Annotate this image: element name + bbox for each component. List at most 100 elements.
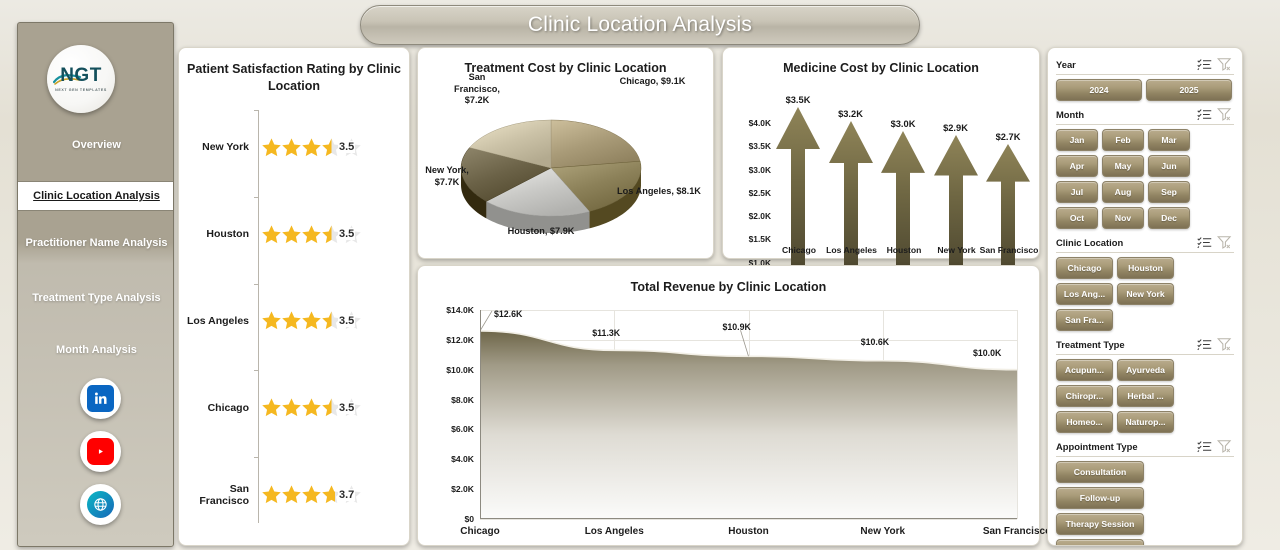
medicine-cost-card: Medicine Cost by Clinic Location $0$500$…	[722, 47, 1040, 314]
filter-option-button[interactable]: Apr	[1056, 155, 1098, 177]
sidebar-item-overview[interactable]: Overview	[18, 130, 173, 160]
pie-slice[interactable]	[485, 167, 590, 217]
pie-slice-side	[486, 201, 590, 233]
star-icon	[321, 484, 342, 505]
revenue-x-label: New York	[860, 526, 906, 537]
revenue-y-axis	[480, 310, 481, 519]
medicine-cost-category-label: Los Angeles	[826, 244, 877, 255]
filter-option-button[interactable]: Follow-up	[1056, 487, 1144, 509]
medicine-cost-y-tick: $3.5K	[748, 141, 771, 152]
multi-select-icon[interactable]	[1194, 56, 1214, 72]
revenue-leader-lines	[480, 310, 749, 357]
filter-group-title: Treatment Type	[1056, 338, 1125, 350]
revenue-gridline	[480, 519, 1017, 520]
filter-option-button[interactable]: Mar	[1148, 129, 1190, 151]
revenue-data-label: $10.0K	[973, 347, 1002, 358]
sidebar-item-treatment-type-analysis[interactable]: Treatment Type Analysis	[18, 283, 173, 313]
clear-filter-icon[interactable]	[1214, 438, 1234, 454]
clear-filter-icon[interactable]	[1214, 234, 1234, 250]
filter-option-button[interactable]: Homeo...	[1056, 411, 1113, 433]
filter-option-button[interactable]: New York	[1117, 283, 1174, 305]
filter-option-button[interactable]: San Fra...	[1056, 309, 1113, 331]
rating-row: San Francisco 3.7	[179, 451, 411, 538]
sidebar-item-label: Treatment Type Analysis	[32, 292, 161, 304]
pie-slice[interactable]	[460, 147, 552, 202]
rating-axis-tick	[254, 370, 259, 372]
medicine-cost-arrow[interactable]: $2.9K	[933, 123, 979, 270]
rating-category-label: San Francisco	[199, 482, 249, 507]
multi-select-icon[interactable]	[1194, 106, 1214, 122]
rating-axis-tick	[254, 283, 259, 285]
sidebar: NGT NEXT GEN TEMPLATES Overview Clinic L…	[17, 22, 174, 547]
clear-filter-icon[interactable]	[1214, 336, 1234, 352]
filter-option-button[interactable]: 2025	[1146, 79, 1232, 101]
star-icon	[281, 484, 302, 505]
filter-option-button[interactable]: Aug	[1102, 181, 1144, 203]
filter-option-button[interactable]: Acupun...	[1056, 359, 1113, 381]
filter-option-button[interactable]: Dec	[1148, 207, 1190, 229]
medicine-cost-value-label: $3.5K	[785, 95, 811, 106]
treatment-cost-chart: Chicago, $9.1K Los Angeles, $8.1K Houston,…	[418, 48, 715, 260]
multi-select-icon[interactable]	[1194, 336, 1214, 352]
filter-option-button[interactable]: Chicago	[1056, 257, 1113, 279]
filter-option-button[interactable]: May	[1102, 155, 1144, 177]
medicine-cost-arrow[interactable]: $3.2K	[828, 109, 874, 270]
filter-option-button[interactable]: Naturop...	[1117, 411, 1174, 433]
logo-tagline: NEXT GEN TEMPLATES	[55, 88, 107, 92]
sidebar-item-practitioner-name-analysis[interactable]: Practitioner Name Analysis	[18, 228, 173, 258]
pie-slice[interactable]	[550, 160, 642, 212]
filter-option-button[interactable]: Jun	[1148, 155, 1190, 177]
filter-group-treatment-type: Treatment Type Acupun... Ayurveda Chiropr..…	[1056, 334, 1234, 433]
medicine-cost-value-label: $2.7K	[995, 132, 1021, 143]
total-revenue-plot	[480, 310, 1018, 520]
filter-option-button[interactable]: Therapy Session	[1056, 513, 1144, 535]
medicine-cost-arrow[interactable]: $2.7K	[985, 132, 1031, 270]
filter-divider	[1056, 354, 1234, 355]
filter-group-clinic-location: Clinic Location Chicago Houston Los Ang... N…	[1056, 232, 1234, 331]
filter-option-button[interactable]: 2024	[1056, 79, 1142, 101]
medicine-cost-arrow[interactable]: $3.5K	[775, 95, 821, 270]
clear-filter-icon[interactable]	[1214, 106, 1234, 122]
pie-slice[interactable]	[550, 119, 641, 169]
filter-group-header: Appointment Type	[1056, 436, 1234, 456]
filter-option-button[interactable]: Wellness Progr...	[1056, 539, 1144, 545]
medicine-cost-category-label: New York	[937, 244, 976, 255]
rating-category-label: Chicago	[207, 401, 249, 414]
filter-option-button[interactable]: Sep	[1148, 181, 1190, 203]
linkedin-icon[interactable]	[80, 378, 121, 419]
filter-option-button[interactable]: Jan	[1056, 129, 1098, 151]
filter-option-button[interactable]: Chiropr...	[1056, 385, 1113, 407]
sidebar-item-month-analysis[interactable]: Month Analysis	[18, 335, 173, 365]
filter-option-button[interactable]: Ayurveda	[1117, 359, 1174, 381]
website-icon[interactable]	[80, 484, 121, 525]
multi-select-icon[interactable]	[1194, 438, 1214, 454]
clear-filter-icon[interactable]	[1214, 56, 1234, 72]
filter-option-button[interactable]: Feb	[1102, 129, 1144, 151]
revenue-x-axis	[480, 518, 1017, 519]
rating-value: 3.5	[338, 141, 356, 154]
filter-option-button[interactable]: Houston	[1117, 257, 1174, 279]
filter-option-button[interactable]: Jul	[1056, 181, 1098, 203]
rating-row: Los Angeles 3.5	[179, 278, 411, 365]
sidebar-item-clinic-location-analysis[interactable]: Clinic Location Analysis	[18, 181, 173, 211]
patient-satisfaction-card: Patient Satisfaction Rating by Clinic Lo…	[178, 47, 410, 546]
pie-slice-label: Chicago, $9.1K	[619, 76, 686, 86]
sidebar-item-label: Clinic Location Analysis	[33, 190, 160, 202]
medicine-cost-arrow[interactable]: $3.0K	[880, 119, 926, 270]
star-icon	[321, 137, 342, 158]
rating-axis	[258, 110, 259, 523]
filter-option-button[interactable]: Nov	[1102, 207, 1144, 229]
multi-select-icon[interactable]	[1194, 234, 1214, 250]
arrow-shape	[933, 135, 978, 270]
total-revenue-title: Total Revenue by Clinic Location	[630, 280, 827, 294]
filter-option-button[interactable]: Oct	[1056, 207, 1098, 229]
filter-option-button[interactable]: Consultation	[1056, 461, 1144, 483]
filter-options: Jan Feb Mar Apr May Jun Jul Aug Sep Oct Nov Dec	[1056, 129, 1234, 229]
filter-option-button[interactable]: Los Ang...	[1056, 283, 1113, 305]
revenue-data-label: $10.6K	[860, 336, 890, 347]
arrow-shape	[881, 130, 925, 270]
pie-slice[interactable]	[469, 119, 552, 169]
filter-option-button[interactable]: Herbal ...	[1117, 385, 1174, 407]
rating-axis-tick	[254, 110, 259, 111]
youtube-icon[interactable]	[80, 431, 121, 472]
